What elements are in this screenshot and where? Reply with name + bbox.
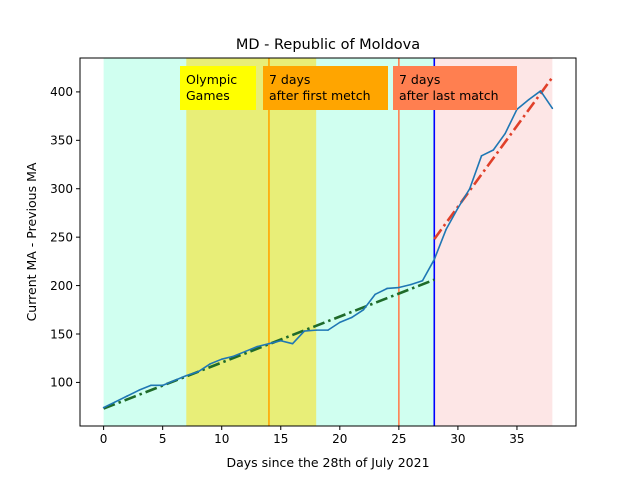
data-point (551, 107, 554, 110)
data-point (102, 406, 105, 409)
plot-frame (79, 57, 577, 427)
data-point (327, 329, 329, 331)
x-tick-label: 30 (450, 432, 465, 446)
data-point (468, 187, 471, 190)
annotation-text: 7 days (399, 72, 440, 87)
data-point (256, 345, 258, 348)
trend-line-2 (433, 76, 554, 240)
data-point (173, 379, 176, 382)
data-point (138, 389, 140, 391)
data-point (386, 287, 388, 290)
x-tick-label: 35 (509, 432, 524, 446)
x-tick-label: 20 (332, 432, 347, 446)
y-tick-label: 350 (50, 134, 73, 148)
x-axis-label: Days since the 28th of July 2021 (226, 455, 429, 470)
data-point (279, 339, 282, 342)
data-point (161, 384, 164, 387)
data-point (185, 374, 188, 377)
annotation-box (263, 66, 388, 110)
data-point (433, 258, 436, 261)
data-point (492, 149, 495, 151)
annotation-text: Games (186, 88, 230, 103)
data-point (539, 90, 542, 92)
shaded-regions (103, 58, 553, 426)
data-point (315, 329, 317, 331)
annotation-text: 7 days (269, 72, 310, 87)
data-point (339, 321, 341, 324)
data-point (362, 308, 365, 311)
data-point (303, 330, 306, 332)
data-point (421, 279, 424, 282)
data-point (504, 132, 506, 135)
data-point (374, 293, 377, 296)
data-point (527, 98, 530, 101)
annotation-text: after first metch (269, 88, 371, 103)
data-point (114, 400, 117, 403)
data-point (350, 316, 353, 319)
data-point (220, 358, 223, 360)
data-point (480, 155, 483, 157)
x-tick-label: 0 (100, 432, 108, 446)
trend-lines (103, 76, 554, 410)
region-olympic-games (186, 58, 317, 426)
data-point (268, 342, 270, 345)
annotation-box (393, 66, 517, 110)
region-after (434, 58, 553, 426)
data-series (102, 90, 554, 409)
y-axis-label: Current MA - Previous MA (24, 162, 39, 321)
y-tick-label: 200 (50, 279, 73, 293)
x-tick-label: 15 (273, 432, 288, 446)
data-point (197, 370, 199, 373)
data-point (445, 228, 447, 231)
y-tick-label: 100 (50, 376, 73, 390)
data-point (232, 355, 235, 358)
y-tick-label: 150 (50, 327, 73, 341)
y-axis: 100 150 200 250 300 350 400 (50, 85, 80, 390)
x-tick-label: 10 (214, 432, 229, 446)
data-point (126, 395, 129, 397)
x-tick-label: 25 (391, 432, 406, 446)
y-tick-label: 300 (50, 182, 73, 196)
y-tick-label: 400 (50, 85, 73, 99)
x-tick-label: 5 (159, 432, 167, 446)
chart-title: MD - Republic of Moldova (236, 37, 420, 53)
annotation-text: after last match (399, 88, 499, 103)
data-point (209, 363, 211, 365)
x-axis: 0 5 10 15 20 25 30 35 (100, 426, 525, 446)
annotation-text: Olympic (186, 72, 237, 87)
data-point (291, 342, 294, 345)
data-point (409, 283, 412, 286)
vertical-lines (268, 58, 436, 426)
data-point (150, 384, 152, 387)
data-point (398, 286, 400, 289)
trend-line-1 (103, 278, 435, 410)
data-point (457, 207, 459, 209)
annotation-box (180, 66, 256, 110)
data-point (244, 350, 247, 353)
y-tick-label: 250 (50, 230, 73, 244)
